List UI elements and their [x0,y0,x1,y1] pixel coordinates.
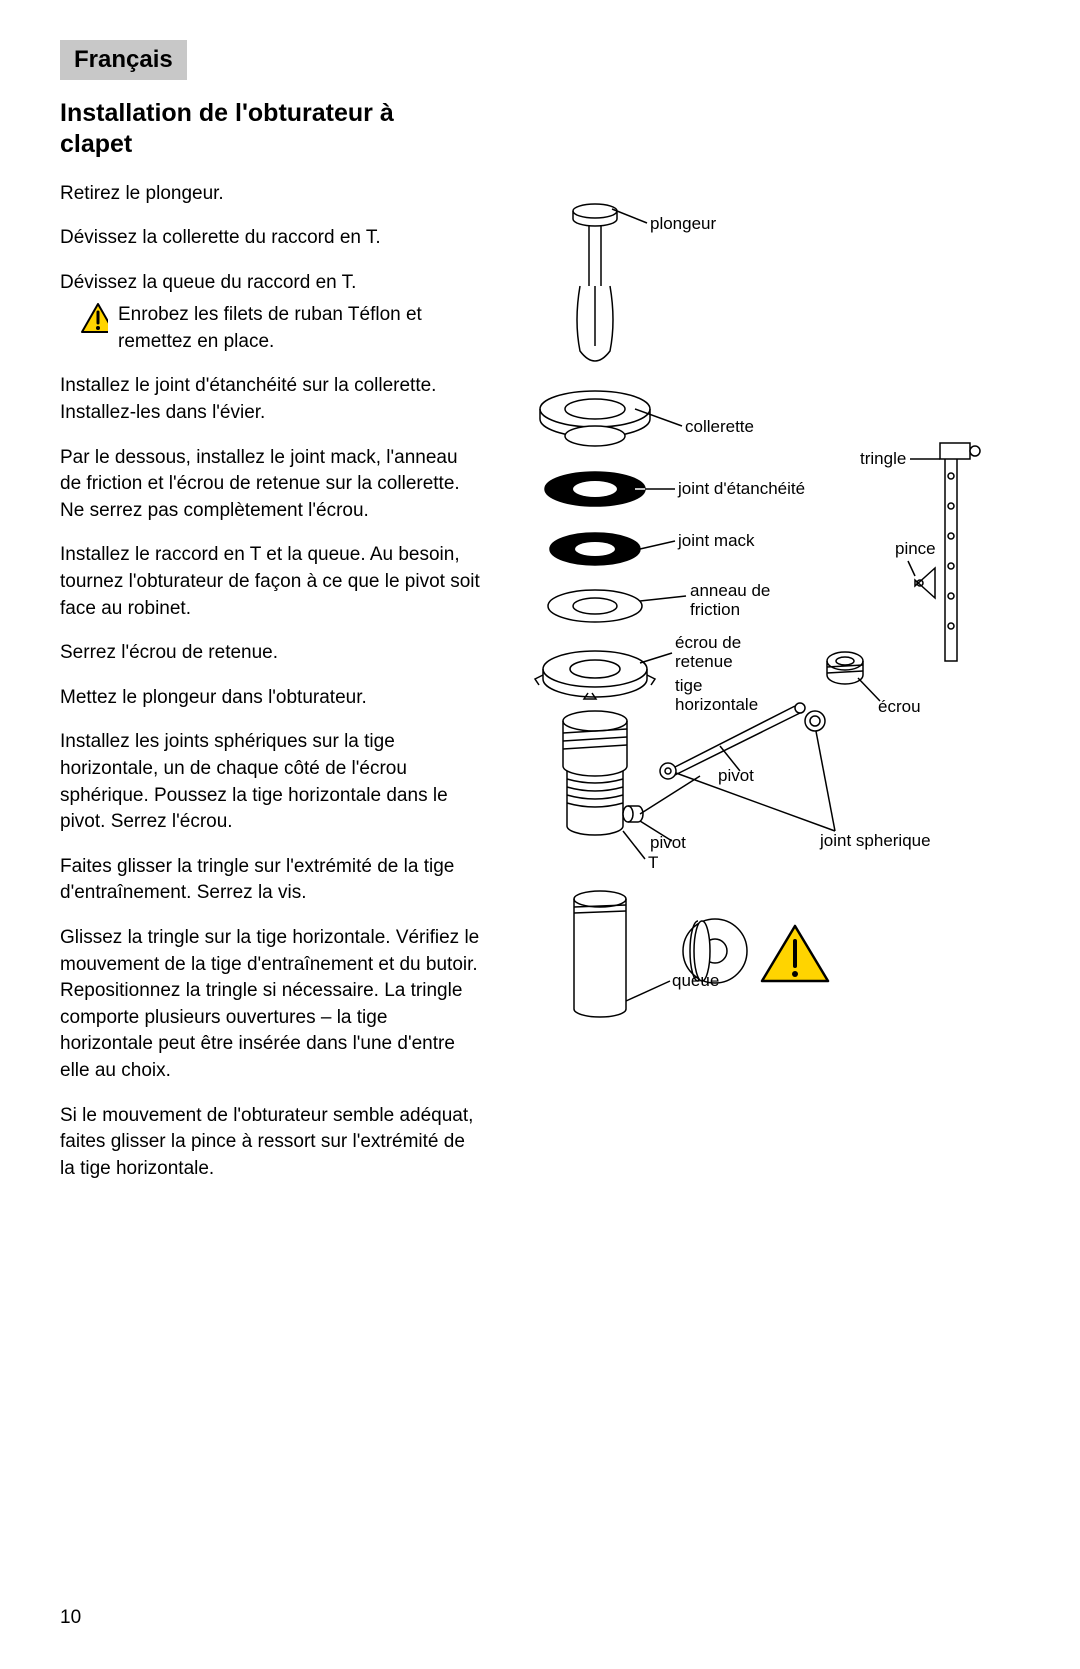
label-ecrou: écrou [878,697,921,717]
diagram-column: plongeur collerette joint d'étanchéité j… [500,181,1020,1201]
dia-ecrou [827,652,863,684]
content-columns: Retirez le plongeur. Dévissez la collere… [60,181,1020,1201]
page-heading: Installation de l'obturateur à clapet [60,98,460,161]
label-collerette: collerette [685,417,754,437]
dia-joint-etancheite [545,472,645,506]
label-tige-horizontale: tige horizontale [675,676,755,715]
warning-icon [80,302,108,334]
dia-anneau-friction [548,590,642,622]
language-tag: Français [60,40,187,80]
instruction-column: Retirez le plongeur. Dévissez la collere… [60,181,480,1201]
label-pince: pince [895,539,936,559]
step-5: Installez le joint d'étanchéité sur la c… [60,373,480,426]
dia-plongeur [573,204,617,361]
dia-ecrou-retenue [535,651,655,699]
step-8: Serrez l'écrou de retenue. [60,640,480,667]
label-t: T [648,853,658,873]
dia-queue [574,891,626,1017]
step-11: Faites glisser la tringle sur l'extrémit… [60,854,480,907]
page-number: 10 [60,1607,81,1629]
label-joint-etancheite: joint d'étanchéité [678,479,805,499]
dia-collerette [540,391,650,446]
step-6: Par le dessous, installez le joint mack,… [60,445,480,525]
label-queue: queue [672,971,719,991]
dia-joint-mack [550,533,640,565]
dia-pince [915,568,935,598]
step-12: Glissez la tringle sur la tige horizonta… [60,925,480,1085]
warning-text: Enrobez les filets de ruban Téflon et re… [118,302,480,355]
step-13: Si le mouvement de l'obturateur semble a… [60,1103,480,1183]
label-joint-mack: joint mack [678,531,755,551]
label-anneau-friction: anneau de friction [690,581,780,620]
page: Français Installation de l'obturateur à … [0,0,1080,1669]
dia-t-body [563,711,643,835]
step-9: Mettez le plongeur dans l'obturateur. [60,685,480,712]
step-warning: Enrobez les filets de ruban Téflon et re… [60,302,480,355]
step-7: Installez le raccord en T et la queue. A… [60,542,480,622]
label-plongeur: plongeur [650,214,716,234]
step-10: Installez les joints sphériques sur la t… [60,729,480,835]
step-3: Dévissez la queue du raccord en T. [60,270,480,297]
dia-warning-icon [762,926,828,981]
label-pivot-2: pivot [650,833,686,853]
label-tringle: tringle [860,449,906,469]
step-1: Retirez le plongeur. [60,181,480,208]
label-pivot-1: pivot [718,766,754,786]
dia-tringle [940,443,980,661]
exploded-diagram [500,181,1040,1181]
label-joint-spherique: joint spherique [820,831,931,851]
step-2: Dévissez la collerette du raccord en T. [60,225,480,252]
label-ecrou-retenue: écrou de retenue [675,633,755,672]
